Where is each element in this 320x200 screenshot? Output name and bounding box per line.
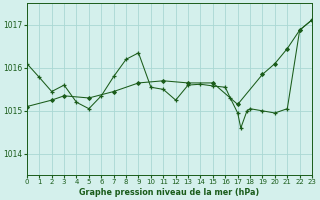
X-axis label: Graphe pression niveau de la mer (hPa): Graphe pression niveau de la mer (hPa) xyxy=(79,188,260,197)
